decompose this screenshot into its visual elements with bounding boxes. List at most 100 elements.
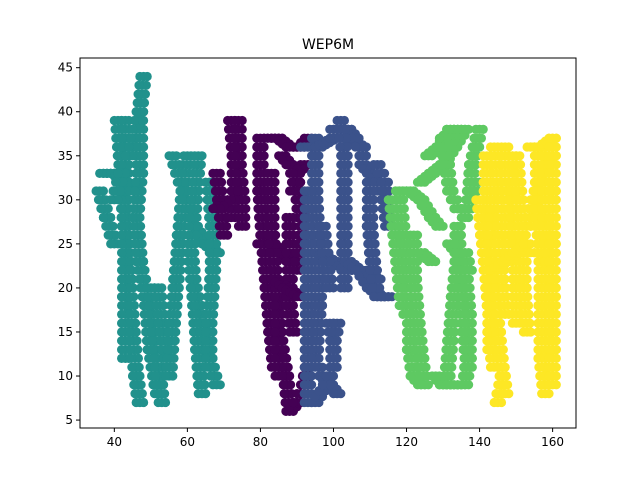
data-point (310, 283, 320, 293)
data-point (210, 186, 220, 196)
data-point (521, 230, 531, 240)
data-point (211, 274, 221, 284)
data-point (544, 292, 554, 302)
data-point (399, 195, 409, 205)
data-point (281, 221, 291, 231)
data-point (460, 353, 470, 363)
data-point (208, 345, 218, 355)
data-point (443, 142, 453, 152)
data-point (458, 283, 468, 293)
data-point (415, 309, 425, 319)
data-point (533, 256, 543, 267)
data-point (145, 309, 155, 319)
data-point (524, 309, 534, 319)
data-point (509, 168, 519, 178)
data-point (271, 239, 281, 249)
data-point (277, 336, 287, 346)
data-point (128, 371, 138, 381)
data-point (343, 151, 353, 161)
data-point (310, 265, 320, 275)
data-point (209, 309, 219, 319)
data-point (485, 362, 496, 372)
data-point (277, 362, 287, 372)
data-point (132, 336, 142, 346)
data-point (467, 142, 477, 152)
data-point (310, 274, 320, 284)
data-point (195, 292, 205, 302)
data-point (471, 195, 481, 205)
data-point (231, 168, 241, 178)
data-point (482, 248, 492, 258)
data-point (208, 204, 218, 214)
data-point (299, 239, 309, 249)
data-point (393, 212, 403, 223)
data-point (431, 256, 441, 267)
data-point (460, 345, 470, 355)
data-point (174, 204, 184, 214)
data-point (515, 151, 525, 161)
data-point (241, 212, 251, 223)
data-point (453, 124, 463, 134)
data-point (222, 221, 232, 231)
data-point (168, 362, 178, 372)
data-point (551, 151, 561, 161)
data-point (321, 283, 331, 293)
data-point (117, 309, 127, 319)
data-point (478, 204, 488, 214)
data-point (160, 371, 171, 381)
data-point (201, 362, 211, 372)
data-point (111, 177, 121, 187)
data-point (263, 221, 273, 231)
data-point (117, 265, 127, 275)
data-point (139, 256, 149, 267)
data-point (507, 318, 517, 328)
data-point (232, 177, 242, 187)
data-point (261, 309, 271, 319)
data-point (498, 345, 508, 355)
data-point (551, 204, 561, 214)
data-point (299, 195, 309, 205)
data-point (332, 362, 342, 372)
data-point (467, 327, 477, 337)
data-point (180, 177, 190, 187)
data-point (343, 160, 353, 170)
data-point (135, 212, 145, 223)
x-tick-label: 40 (107, 435, 122, 449)
data-point (447, 362, 457, 372)
data-point (529, 160, 540, 170)
data-point (483, 230, 493, 240)
data-point (226, 186, 236, 196)
data-point (177, 168, 187, 178)
data-point (183, 239, 193, 249)
data-point (281, 160, 291, 170)
data-point (176, 256, 187, 267)
data-point (135, 71, 145, 82)
data-point (120, 168, 130, 178)
data-point (464, 380, 474, 390)
data-point (376, 177, 386, 187)
data-point (286, 177, 297, 187)
data-point (120, 151, 130, 161)
data-point (259, 142, 269, 152)
y-tick-label: 10 (58, 369, 73, 383)
data-point (512, 204, 522, 214)
data-point (551, 195, 561, 205)
data-point (544, 318, 554, 328)
data-point (463, 168, 473, 178)
data-point (420, 353, 430, 363)
data-point (230, 142, 240, 152)
data-point (307, 133, 317, 143)
data-point (489, 283, 499, 293)
data-point (522, 274, 532, 284)
data-point (332, 115, 342, 126)
data-point (136, 380, 146, 390)
data-point (515, 160, 526, 170)
data-point (464, 265, 474, 275)
data-point (172, 221, 182, 231)
data-point (307, 204, 317, 214)
data-point (175, 274, 185, 284)
data-point (421, 362, 431, 372)
data-point (170, 168, 180, 178)
data-point (394, 230, 404, 240)
data-point (197, 151, 207, 161)
